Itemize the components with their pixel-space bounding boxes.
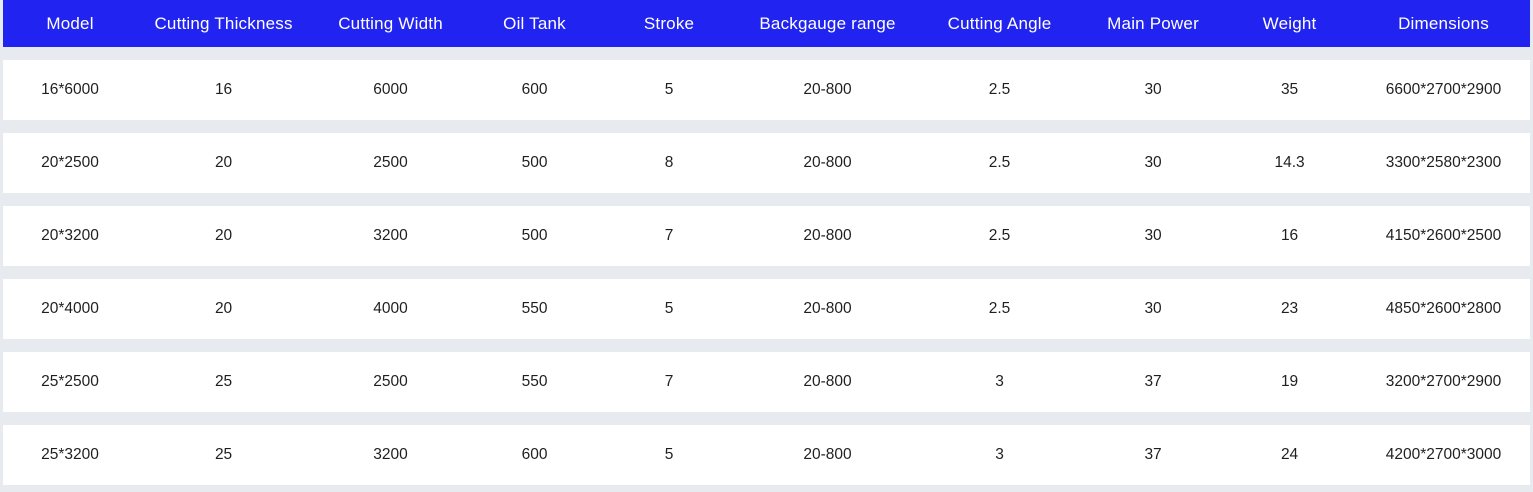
cell-weight: 14.3: [1274, 154, 1305, 171]
cell-oil-tank: 550: [521, 300, 548, 317]
column-header-main-power: Main Power: [1107, 13, 1199, 33]
cell-stroke: 8: [664, 154, 674, 171]
cell-cutting-thickness: 20: [214, 227, 233, 244]
cell-dimensions: 4150*2600*2500: [1385, 227, 1502, 244]
cell-weight: 19: [1280, 373, 1299, 390]
cell-cutting-angle: 2.5: [988, 300, 1011, 317]
cell-weight: 24: [1280, 446, 1299, 463]
cell-dimensions: 3300*2580*2300: [1385, 154, 1502, 171]
column-header-cutting-angle: Cutting Angle: [947, 13, 1052, 33]
cell-main-power: 30: [1144, 227, 1162, 244]
table-row: 20*3200 20 3200 500 7 20-800 2.5 30 16 4…: [3, 206, 1530, 266]
cell-cutting-thickness: 25: [214, 446, 233, 463]
cell-backgauge-range: 20-800: [803, 373, 852, 390]
cell-oil-tank: 550: [521, 373, 548, 390]
cell-cutting-thickness: 25: [214, 373, 233, 390]
cell-oil-tank: 500: [521, 154, 548, 171]
column-header-oil-tank: Oil Tank: [503, 13, 566, 33]
column-header-stroke: Stroke: [643, 13, 695, 33]
cell-dimensions: 4850*2600*2800: [1385, 300, 1502, 317]
cell-main-power: 30: [1144, 81, 1162, 98]
cell-dimensions: 4200*2700*3000: [1385, 446, 1502, 463]
cell-stroke: 5: [664, 81, 674, 98]
cell-model: 20*3200: [41, 227, 99, 244]
cell-cutting-thickness: 20: [214, 154, 233, 171]
cell-backgauge-range: 20-800: [803, 227, 852, 244]
cell-stroke: 7: [664, 227, 674, 244]
cell-cutting-width: 3200: [373, 227, 408, 244]
cell-stroke: 7: [664, 373, 674, 390]
cell-cutting-angle: 3: [995, 446, 1004, 463]
table-row: 25*2500 25 2500 550 7 20-800 3 37 19 320…: [3, 352, 1530, 412]
cell-cutting-thickness: 20: [214, 300, 233, 317]
cell-model: 20*2500: [41, 154, 99, 171]
cell-cutting-angle: 2.5: [988, 154, 1011, 171]
cell-cutting-width: 4000: [373, 300, 408, 317]
column-header-cutting-width: Cutting Width: [338, 13, 443, 33]
column-header-model: Model: [46, 13, 94, 33]
cell-main-power: 37: [1144, 446, 1162, 463]
cell-backgauge-range: 20-800: [803, 300, 852, 317]
cell-model: 20*4000: [41, 300, 99, 317]
cell-cutting-angle: 2.5: [988, 81, 1011, 98]
cell-main-power: 37: [1144, 373, 1162, 390]
cell-dimensions: 6600*2700*2900: [1385, 81, 1502, 98]
cell-weight: 23: [1280, 300, 1299, 317]
cell-backgauge-range: 20-800: [803, 81, 852, 98]
table-header-row: Model Cutting Thickness Cutting Width Oi…: [3, 0, 1530, 47]
table-row: 20*4000 20 4000 550 5 20-800 2.5 30 23 4…: [3, 279, 1530, 339]
cell-model: 25*2500: [41, 373, 99, 390]
cell-main-power: 30: [1144, 154, 1162, 171]
table-row: 16*6000 16 6000 600 5 20-800 2.5 30 35 6…: [3, 60, 1530, 120]
cell-main-power: 30: [1144, 300, 1162, 317]
cell-model: 16*6000: [41, 81, 99, 98]
cell-cutting-width: 2500: [373, 154, 408, 171]
column-header-dimensions: Dimensions: [1398, 13, 1489, 33]
cell-dimensions: 3200*2700*2900: [1385, 373, 1502, 390]
column-header-weight: Weight: [1262, 13, 1317, 33]
cell-oil-tank: 500: [521, 227, 548, 244]
cell-backgauge-range: 20-800: [803, 154, 852, 171]
table-row: 20*2500 20 2500 500 8 20-800 2.5 30 14.3…: [3, 133, 1530, 193]
cell-stroke: 5: [664, 446, 674, 463]
column-header-backgauge-range: Backgauge range: [759, 13, 896, 33]
cell-weight: 16: [1280, 227, 1299, 244]
cell-model: 25*3200: [41, 446, 99, 463]
cell-oil-tank: 600: [521, 446, 548, 463]
cell-cutting-angle: 2.5: [988, 227, 1011, 244]
cell-cutting-thickness: 16: [214, 81, 233, 98]
cell-stroke: 5: [664, 300, 674, 317]
cell-cutting-width: 3200: [373, 446, 408, 463]
cell-oil-tank: 600: [521, 81, 548, 98]
table-row: 25*3200 25 3200 600 5 20-800 3 37 24 420…: [3, 425, 1530, 485]
column-header-cutting-thickness: Cutting Thickness: [154, 13, 293, 33]
cell-cutting-angle: 3: [995, 373, 1004, 390]
cell-cutting-width: 6000: [373, 81, 408, 98]
cell-cutting-width: 2500: [373, 373, 408, 390]
cell-weight: 35: [1280, 81, 1299, 98]
cell-backgauge-range: 20-800: [803, 446, 852, 463]
